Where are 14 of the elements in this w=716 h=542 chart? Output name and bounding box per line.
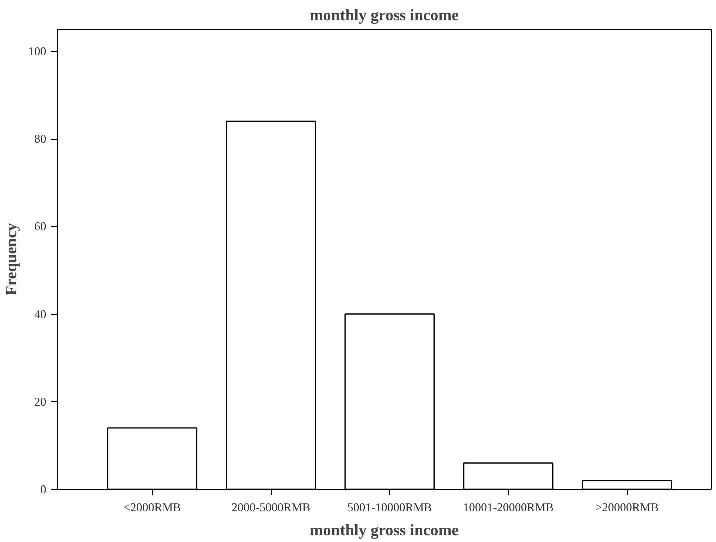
y-tick-label: 20 <box>34 394 46 409</box>
y-tick-label: 40 <box>34 307 46 322</box>
x-axis-title: monthly gross income <box>310 522 460 540</box>
y-tick-label: 60 <box>34 220 46 234</box>
x-tick-label: 10001-20000RMB <box>463 500 554 514</box>
x-tick-label: <2000RMB <box>124 500 182 514</box>
x-tick-label: >20000RMB <box>596 500 659 514</box>
y-tick-label: 80 <box>34 132 46 146</box>
chart-title: monthly gross income <box>310 8 460 24</box>
y-tick-label: 0 <box>40 482 46 496</box>
y-axis-title: Frequency <box>4 223 20 296</box>
y-tick-label: 100 <box>28 44 46 58</box>
x-tick-label: 5001-10000RMB <box>348 500 432 514</box>
x-tick-label: 2000-5000RMB <box>232 500 310 514</box>
